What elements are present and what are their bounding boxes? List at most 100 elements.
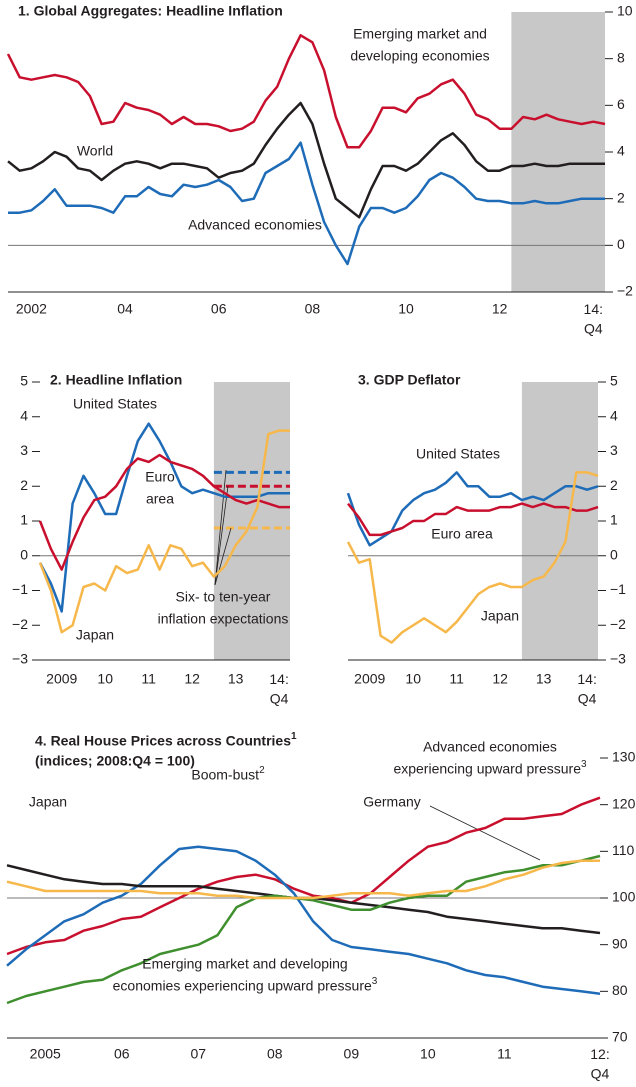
x-tick-label: 06 <box>114 1046 130 1062</box>
leader-line <box>214 485 229 586</box>
x-tick-label: 12: Q4 <box>590 1046 609 1082</box>
series-line <box>38 422 290 613</box>
y-tick-label: −1 <box>12 581 28 597</box>
y-tick-label: 80 <box>612 982 628 998</box>
leader-line <box>214 469 227 586</box>
annotation: economies experiencing upward pressure3 <box>113 976 378 994</box>
leader-line <box>214 527 232 586</box>
y-tick-label: 4 <box>610 407 618 423</box>
y-tick-label: 4 <box>617 143 625 159</box>
y-tick-label: 120 <box>612 795 636 811</box>
x-tick-label: 04 <box>117 301 133 317</box>
y-tick-label: −2 <box>617 283 633 299</box>
x-tick-label: 12 <box>492 671 508 687</box>
annotation: World <box>77 143 113 159</box>
footnote-mark: 1 <box>291 731 297 742</box>
series-line <box>346 471 599 644</box>
y-tick-label: 5 <box>20 373 28 389</box>
series-line <box>6 796 601 956</box>
x-tick-label: 13 <box>536 671 552 687</box>
annotation: Japan <box>481 608 519 624</box>
series-line <box>38 453 290 571</box>
y-tick-label: 5 <box>610 373 618 389</box>
x-tick-label: 14: Q4 <box>269 671 288 707</box>
series-line <box>7 101 605 219</box>
x-tick-label: 12 <box>492 301 508 317</box>
footnote-mark: 3 <box>581 759 587 770</box>
chart-title: 4. Real House Prices across Countries1 <box>35 731 297 749</box>
annotation: Boom-bust2 <box>191 765 265 783</box>
chart-panel: 10 8 6 4 2 0 −2 2002 04 06 08 10 12 14: Q4 1. Global Ag… <box>6 3 633 337</box>
x-tick-label: 10 <box>97 671 113 687</box>
y-tick-label: 70 <box>612 1029 628 1045</box>
leader-line <box>429 805 541 861</box>
y-tick-label: 100 <box>612 889 636 905</box>
y-tick-label: 1 <box>610 512 618 528</box>
annotation: Germany <box>363 794 421 810</box>
y-tick-label: 4 <box>20 407 28 423</box>
chart-panel: 130 120 110 100 90 80 70 2005 06 07 08 09 10 11 12: Q4 4… <box>6 731 636 1082</box>
x-tick-label: 2009 <box>354 671 385 687</box>
x-tick-label: 2002 <box>16 301 47 317</box>
series-line <box>8 141 605 266</box>
y-tick-label: 90 <box>612 935 628 951</box>
x-tick-label: 07 <box>191 1046 207 1062</box>
x-tick-label: 2009 <box>46 671 77 687</box>
x-tick-label: 11 <box>141 671 156 687</box>
y-tick-label: 3 <box>20 442 28 458</box>
x-tick-label: 2005 <box>30 1046 61 1062</box>
annotation: inflation expectations <box>158 611 289 627</box>
chart-title: 2. Headline Inflation <box>50 372 182 388</box>
y-tick-label: −3 <box>12 651 28 667</box>
y-tick-label: −3 <box>610 651 626 667</box>
y-tick-label: 0 <box>20 546 28 562</box>
y-tick-label: 2 <box>610 477 618 493</box>
annotation: Advanced economies <box>188 217 322 233</box>
x-tick-label: 08 <box>267 1046 283 1062</box>
y-tick-label: 3 <box>610 442 618 458</box>
y-tick-label: 0 <box>617 236 625 252</box>
series-line <box>6 34 606 149</box>
chart-title: 3. GDP Deflator <box>358 372 461 388</box>
y-tick-label: 0 <box>610 546 618 562</box>
projection-shade <box>521 382 598 660</box>
x-tick-label: 11 <box>497 1046 512 1062</box>
x-tick-label: 10 <box>398 301 414 317</box>
annotation: Emerging market and <box>353 26 487 42</box>
y-tick-label: 2 <box>20 477 28 493</box>
y-tick-label: 2 <box>617 189 625 205</box>
chart-title: 1. Global Aggregates: Headline Inflation <box>18 3 283 19</box>
y-tick-label: 6 <box>617 96 625 112</box>
series-line <box>38 429 290 634</box>
annotation: experiencing upward pressure3 <box>393 759 587 777</box>
annotation: Japan <box>29 794 67 810</box>
annotation: Japan <box>76 627 114 643</box>
series-line <box>347 502 599 537</box>
annotation: Euro <box>145 469 175 485</box>
y-tick-label: −2 <box>12 616 28 632</box>
footnote-mark: 3 <box>372 976 378 987</box>
annotation: Euro area <box>431 526 493 542</box>
y-tick-label: −1 <box>610 581 626 597</box>
x-tick-label: 10 <box>420 1046 436 1062</box>
annotation: United States <box>73 396 157 412</box>
annotation: Emerging market and developing <box>142 956 347 972</box>
y-tick-label: 110 <box>612 842 635 858</box>
x-tick-label: 13 <box>228 671 244 687</box>
x-tick-label: 12 <box>184 671 200 687</box>
footnote-mark: 2 <box>259 765 265 776</box>
x-tick-label: 10 <box>405 671 421 687</box>
x-tick-label: 11 <box>449 671 464 687</box>
x-tick-label: 08 <box>305 301 321 317</box>
annotation: United States <box>416 446 500 462</box>
y-tick-label: 10 <box>617 3 633 19</box>
y-tick-label: −2 <box>610 616 626 632</box>
x-tick-label: 14: Q4 <box>584 301 603 337</box>
x-tick-label: 09 <box>344 1046 360 1062</box>
series-line <box>6 859 600 900</box>
annotation: developing economies <box>350 48 489 64</box>
